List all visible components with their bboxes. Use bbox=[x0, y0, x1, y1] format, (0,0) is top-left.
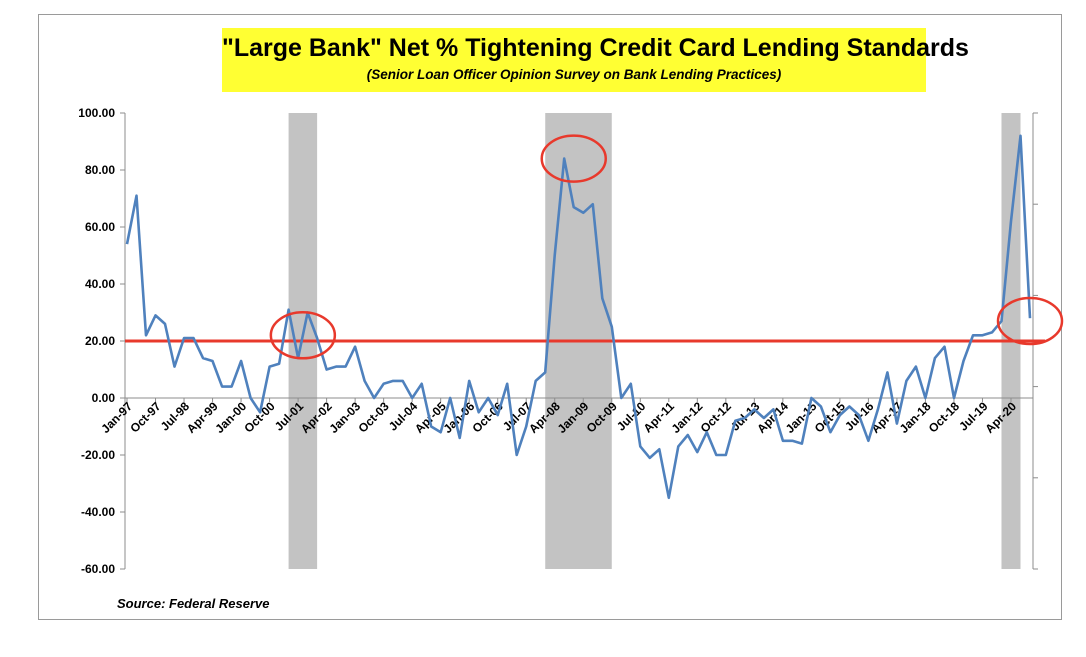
chart-title: "Large Bank" Net % Tightening Credit Car… bbox=[222, 34, 969, 62]
x-tick-label: Jan-15 bbox=[783, 399, 820, 436]
highlight-circle-1 bbox=[269, 311, 337, 360]
x-tick-label: Jan-00 bbox=[212, 399, 249, 436]
x-tick-label: Jan-12 bbox=[669, 399, 706, 436]
x-tick-label: Oct-03 bbox=[355, 399, 392, 436]
y-tick-label: 80.00 bbox=[85, 163, 115, 177]
source-note: Source: Federal Reserve bbox=[117, 596, 270, 611]
highlight-circles-group bbox=[269, 134, 1064, 360]
x-tick-label: Oct-97 bbox=[127, 399, 164, 436]
highlight-circle-2 bbox=[540, 134, 607, 183]
chart-subtitle: (Senior Loan Officer Opinion Survey on B… bbox=[366, 67, 782, 82]
x-tick-label: Jan-03 bbox=[326, 399, 363, 436]
y-tick-label: -40.00 bbox=[81, 505, 115, 519]
y-tick-label: -20.00 bbox=[81, 448, 115, 462]
series-line bbox=[125, 134, 1032, 500]
y-tick-label: 40.00 bbox=[85, 277, 115, 291]
chart-title-box: "Large Bank" Net % Tightening Credit Car… bbox=[222, 28, 969, 92]
y-tick-labels: 100.00 80.00 60.00 40.00 20.00 0.00 -20.00 -40.… bbox=[78, 106, 125, 576]
series-group bbox=[125, 134, 1032, 500]
y-tick-label: 100.00 bbox=[78, 106, 115, 120]
y-tick-label: 60.00 bbox=[85, 220, 115, 234]
x-tick-label: Oct-00 bbox=[241, 399, 278, 436]
highlight-circle-3 bbox=[996, 296, 1064, 346]
x-tick-label: Oct-12 bbox=[698, 399, 735, 436]
y-tick-label: 20.00 bbox=[85, 334, 115, 348]
x-tick-label: Oct-18 bbox=[926, 399, 963, 436]
y-tick-label: -60.00 bbox=[81, 562, 115, 576]
y-tick-label: 0.00 bbox=[92, 391, 116, 405]
